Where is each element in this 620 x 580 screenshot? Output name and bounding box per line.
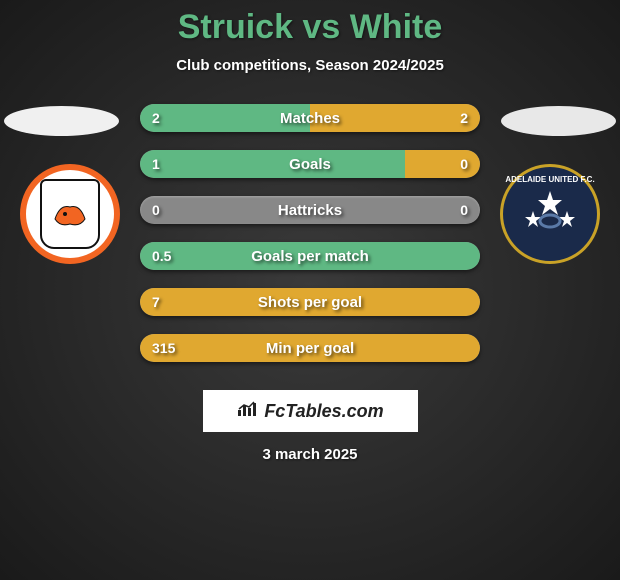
stat-label: Goals per match bbox=[140, 242, 480, 270]
stats-area: ADELAIDE UNITED F.C. 2Matches21Goals00Ha… bbox=[0, 104, 620, 463]
footer-brand: FcTables.com bbox=[203, 390, 418, 432]
stars-icon bbox=[515, 186, 585, 242]
stat-label: Shots per goal bbox=[140, 288, 480, 316]
stat-value-right: 2 bbox=[460, 104, 468, 132]
stat-label: Goals bbox=[140, 150, 480, 178]
player-base-right bbox=[501, 106, 616, 136]
stat-row: 1Goals0 bbox=[140, 150, 480, 178]
brisbane-roar-icon bbox=[40, 179, 100, 249]
adelaide-united-label: ADELAIDE UNITED F.C. bbox=[503, 175, 597, 184]
stat-label: Matches bbox=[140, 104, 480, 132]
page-subtitle: Club competitions, Season 2024/2025 bbox=[176, 57, 444, 74]
stat-row: 0Hattricks0 bbox=[140, 196, 480, 224]
stats-rows: 2Matches21Goals00Hattricks00.5Goals per … bbox=[140, 104, 480, 380]
footer-brand-text: FcTables.com bbox=[264, 401, 383, 422]
lion-icon bbox=[50, 199, 90, 229]
comparison-card: Struick vs White Club competitions, Seas… bbox=[0, 0, 620, 580]
stat-value-right: 0 bbox=[460, 196, 468, 224]
chart-icon bbox=[236, 400, 258, 423]
stat-label: Hattricks bbox=[140, 196, 480, 224]
club-crest-right: ADELAIDE UNITED F.C. bbox=[500, 164, 600, 264]
date-label: 3 march 2025 bbox=[262, 446, 357, 463]
stat-row: 315Min per goal bbox=[140, 334, 480, 362]
stat-row: 0.5Goals per match bbox=[140, 242, 480, 270]
stat-row: 7Shots per goal bbox=[140, 288, 480, 316]
stat-label: Min per goal bbox=[140, 334, 480, 362]
player-base-left bbox=[4, 106, 119, 136]
club-crest-left bbox=[20, 164, 120, 264]
page-title: Struick vs White bbox=[178, 8, 443, 47]
stat-row: 2Matches2 bbox=[140, 104, 480, 132]
stat-value-right: 0 bbox=[460, 150, 468, 178]
